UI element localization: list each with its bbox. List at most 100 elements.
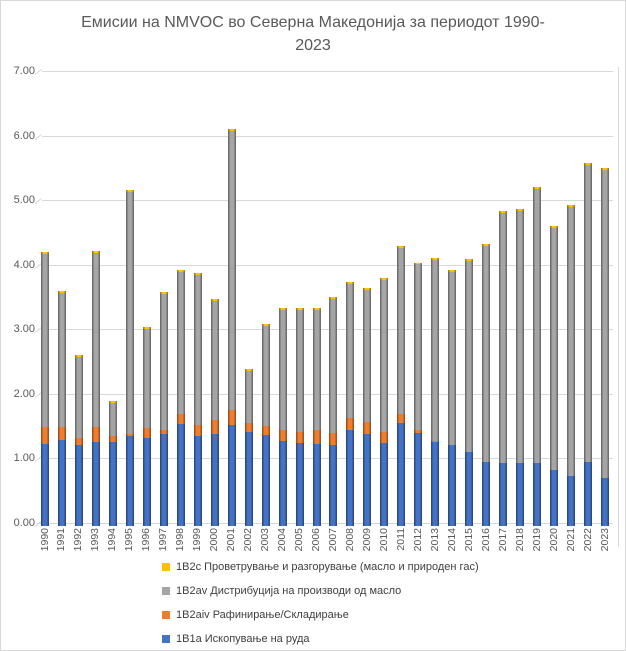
bar-segment xyxy=(329,298,338,433)
bar-segment xyxy=(550,227,559,471)
bar-2017 xyxy=(499,210,508,526)
x-axis-label-2022: 2022 xyxy=(582,528,595,551)
bar-segment xyxy=(41,252,49,255)
bar-segment xyxy=(176,272,185,415)
x-axis-label-2016: 2016 xyxy=(480,528,493,551)
x-axis-label-2019: 2019 xyxy=(531,528,544,551)
x-axis-label-text: 1997 xyxy=(157,528,170,552)
bar-segment xyxy=(57,292,66,428)
bar-segment xyxy=(584,462,593,526)
bar-2022 xyxy=(584,163,593,526)
legend-swatch xyxy=(162,610,170,619)
bar-segment xyxy=(567,205,576,208)
gridline-1 xyxy=(42,458,613,460)
legend-item-2: 1B2av Дистрибуција на производи од масло xyxy=(162,583,401,598)
bar-segment xyxy=(142,428,151,438)
chart-title-line2: 2023 xyxy=(295,37,331,54)
bar-segment xyxy=(125,192,134,434)
bar-segment xyxy=(91,442,100,526)
x-axis-label-text: 2021 xyxy=(564,528,577,552)
bar-segment xyxy=(516,463,525,526)
bar-segment xyxy=(176,270,185,273)
bar-segment xyxy=(125,190,134,193)
legend-swatch xyxy=(162,562,170,571)
bar-segment xyxy=(108,403,117,437)
bar-segment xyxy=(91,426,100,443)
bar-segment xyxy=(261,323,270,326)
bar-segment xyxy=(431,259,440,441)
x-axis-label-text: 1990 xyxy=(38,528,51,552)
bar-segment xyxy=(125,435,134,526)
x-axis-label-2021: 2021 xyxy=(565,528,578,551)
y-axis-label: 5.00 xyxy=(13,194,35,207)
legend-item-4: 1B1a Ископување на руда xyxy=(162,631,310,646)
x-axis-label-text: 2002 xyxy=(242,528,255,552)
x-axis-label-text: 1993 xyxy=(89,528,102,552)
bar-segment xyxy=(601,170,609,478)
bar-1997 xyxy=(159,292,168,526)
bar-1991 xyxy=(57,290,66,526)
bar-segment xyxy=(363,287,372,290)
x-axis-label-1998: 1998 xyxy=(174,528,187,551)
bar-segment xyxy=(312,309,321,431)
gridline-depth-tick xyxy=(34,69,42,75)
bar-1998 xyxy=(176,270,185,526)
x-axis-label-2002: 2002 xyxy=(242,528,255,551)
x-axis-label-text: 2010 xyxy=(377,528,390,552)
bar-segment xyxy=(465,451,474,526)
y-axis-label: 1.00 xyxy=(13,452,35,465)
bar-segment xyxy=(210,299,219,302)
bar-segment xyxy=(108,401,117,404)
legend-label: 1B2av Дистрибуција на производи од масло xyxy=(176,584,402,597)
bar-segment xyxy=(57,440,66,526)
gridline-5 xyxy=(42,200,613,202)
bar-segment xyxy=(193,274,202,425)
x-axis-label-text: 2015 xyxy=(462,528,475,552)
bar-segment xyxy=(516,210,525,464)
bar-2008 xyxy=(346,281,355,526)
bar-segment xyxy=(346,417,355,431)
bar-segment xyxy=(244,422,253,432)
bar-segment xyxy=(448,269,457,272)
x-axis-label-2018: 2018 xyxy=(514,528,527,551)
bar-segment xyxy=(74,438,83,446)
bar-segment xyxy=(380,443,389,526)
bar-segment xyxy=(346,283,355,418)
bar-segment xyxy=(74,356,83,439)
bar-segment xyxy=(193,424,202,436)
bar-segment xyxy=(261,325,270,426)
bar-segment xyxy=(312,430,321,444)
bar-segment xyxy=(41,427,49,444)
bar-segment xyxy=(363,289,372,423)
legend-label: 1B1a Ископување на руда xyxy=(176,632,310,645)
bar-segment xyxy=(448,271,457,445)
x-axis-label-2000: 2000 xyxy=(208,528,221,551)
x-axis-label-2013: 2013 xyxy=(429,528,442,551)
bar-segment xyxy=(108,436,117,443)
bar-2013 xyxy=(431,258,440,526)
bar-segment xyxy=(312,443,321,526)
gridline-6 xyxy=(42,135,613,137)
bar-segment xyxy=(125,433,134,436)
x-axis-label-text: 2020 xyxy=(547,528,560,552)
bar-1990 xyxy=(41,252,49,526)
bar-segment xyxy=(482,245,491,463)
x-axis-label-2015: 2015 xyxy=(463,528,476,551)
x-axis-label-1992: 1992 xyxy=(72,528,85,551)
bar-2011 xyxy=(397,246,406,526)
bar-segment xyxy=(74,445,83,526)
bar-segment xyxy=(91,252,100,427)
bar-segment xyxy=(329,296,338,299)
bar-2015 xyxy=(465,259,474,526)
bar-segment xyxy=(329,444,338,526)
x-axis-label-text: 1998 xyxy=(174,528,187,552)
bar-segment xyxy=(414,433,423,526)
bar-segment xyxy=(550,225,559,228)
bar-2014 xyxy=(448,269,457,526)
chart-title-line1: Емисии на NMVOC во Северна Македонија за… xyxy=(81,14,545,31)
bar-segment xyxy=(57,427,66,441)
x-axis-label-text: 2017 xyxy=(496,528,509,552)
bar-2003 xyxy=(261,323,270,526)
bar-segment xyxy=(244,369,253,372)
bar-segment xyxy=(295,443,304,526)
